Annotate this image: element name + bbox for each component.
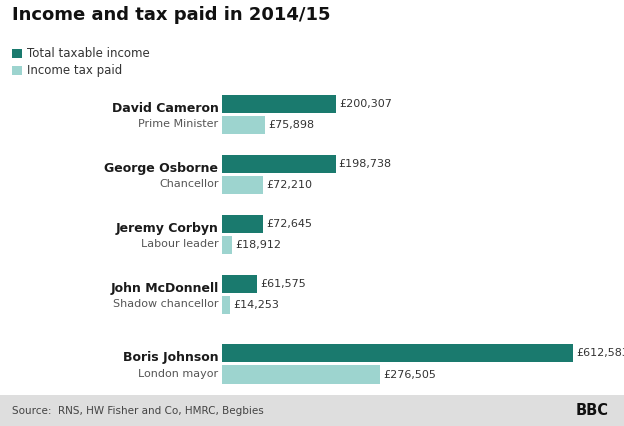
Text: Source:  RNS, HW Fisher and Co, HMRC, Begbies: Source: RNS, HW Fisher and Co, HMRC, Beg…: [12, 406, 264, 416]
Bar: [222, 366, 380, 383]
Bar: [222, 296, 230, 314]
Bar: [222, 155, 336, 173]
Text: Labour leader: Labour leader: [141, 239, 218, 249]
Text: £72,645: £72,645: [266, 219, 312, 229]
Text: £198,738: £198,738: [339, 159, 392, 169]
Text: George Osborne: George Osborne: [104, 162, 218, 175]
Text: BBC: BBC: [575, 403, 608, 418]
Text: Chancellor: Chancellor: [159, 179, 218, 189]
Bar: [222, 344, 573, 363]
Text: £612,583: £612,583: [576, 348, 624, 358]
Text: David Cameron: David Cameron: [112, 102, 218, 115]
Text: £75,898: £75,898: [268, 120, 314, 130]
Text: Income and tax paid in 2014/15: Income and tax paid in 2014/15: [12, 6, 331, 24]
Text: Shadow chancellor: Shadow chancellor: [113, 299, 218, 309]
Bar: [222, 95, 336, 113]
Bar: [222, 236, 232, 254]
Text: £72,210: £72,210: [266, 180, 312, 190]
Text: £18,912: £18,912: [235, 240, 281, 250]
Text: Boris Johnson: Boris Johnson: [123, 351, 218, 365]
Text: London mayor: London mayor: [139, 368, 218, 379]
Text: £200,307: £200,307: [339, 99, 392, 109]
Bar: [222, 215, 263, 233]
Bar: [222, 275, 257, 293]
Text: £61,575: £61,575: [260, 279, 306, 289]
Text: Total taxable income: Total taxable income: [27, 47, 150, 60]
Bar: [222, 176, 263, 194]
Text: £14,253: £14,253: [233, 300, 279, 310]
Text: Prime Minister: Prime Minister: [139, 119, 218, 129]
Text: £276,505: £276,505: [383, 369, 436, 380]
Text: John McDonnell: John McDonnell: [110, 282, 218, 295]
Bar: [222, 116, 265, 134]
Text: Income tax paid: Income tax paid: [27, 64, 122, 77]
Text: Jeremy Corbyn: Jeremy Corbyn: [115, 222, 218, 235]
